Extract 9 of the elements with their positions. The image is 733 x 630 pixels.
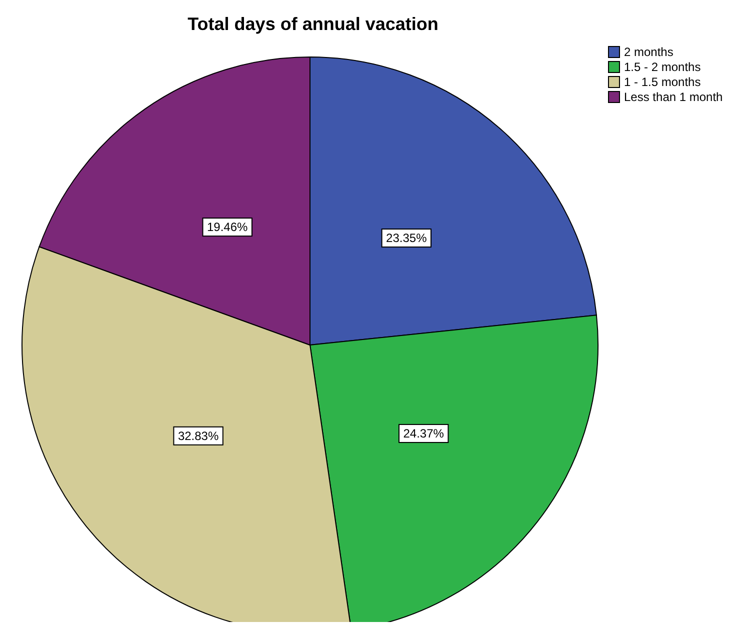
data-label: 24.37%: [403, 426, 444, 440]
legend-label: 2 months: [624, 44, 674, 58]
data-label: 23.35%: [386, 231, 428, 246]
data-label: 19.46%: [207, 220, 248, 234]
legend-label: Less than 1 month: [624, 90, 723, 104]
data-label: 32.83%: [178, 428, 219, 443]
chart-title: Total days of annual vacation: [186, 14, 440, 35]
legend-label: 1.5 - 2 months: [624, 60, 701, 74]
legend-label: 1 - 1.5 months: [624, 74, 701, 88]
